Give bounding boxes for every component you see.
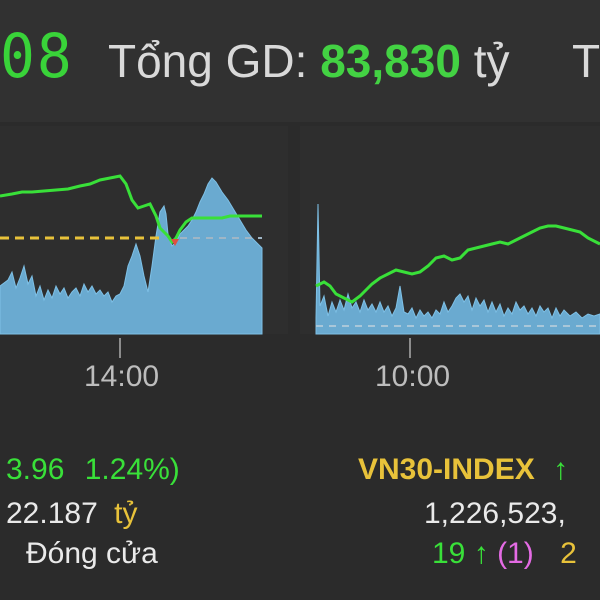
unchanged-count: 2 — [560, 537, 577, 570]
right-index-chart — [300, 126, 600, 335]
left-time-label: 14:00 — [84, 360, 160, 393]
left-time-tick — [119, 338, 121, 358]
left-volume-value: 22.187 — [6, 497, 98, 530]
right-index-up-icon: ↑ — [553, 453, 569, 486]
left-close-marker — [171, 239, 179, 246]
left-change-value: 3.96 — [6, 453, 65, 486]
cutoff-next-label: T — [572, 35, 600, 87]
advancers-up-icon: ↑ — [473, 537, 489, 570]
market-summary-header: 08 Tổng GD: 83,830 tỷ T — [0, 0, 600, 122]
total-label: Tổng GD: — [108, 35, 308, 87]
left-change-percent: 1.24%) — [84, 453, 180, 486]
right-volume-row: 1,226,523, — [424, 496, 566, 532]
total-value: 83,830 — [320, 35, 461, 87]
advancers-count: 19 — [432, 537, 466, 570]
right-volume-area — [315, 203, 600, 335]
right-index-row: VN30-INDEX ↑ — [358, 452, 568, 488]
right-index-line — [315, 224, 600, 304]
left-index-line — [0, 174, 262, 245]
total-trading-value: Tổng GD: 83,830 tỷ — [108, 36, 509, 86]
market-status: Đóng cửa — [26, 537, 158, 570]
left-index-chart — [0, 126, 288, 335]
left-status-row: Đóng cửa — [26, 536, 158, 572]
right-breadth-row: 19 ↑ (1) 2 — [432, 536, 577, 572]
right-volume-value: 1,226,523, — [424, 497, 566, 530]
right-time-tick — [409, 338, 411, 358]
left-volume-unit: tỷ — [114, 497, 138, 530]
left-volume-row: 22.187 tỷ — [6, 496, 137, 532]
right-chart-svg — [315, 203, 600, 335]
left-change-row: 3.96 1.24%) — [6, 452, 180, 488]
left-volume-area — [0, 177, 263, 335]
right-index-name: VN30-INDEX — [358, 453, 535, 486]
digital-clock-fragment: 08 — [0, 20, 74, 92]
total-unit: tỷ — [473, 35, 510, 87]
right-time-label: 10:00 — [375, 360, 451, 393]
left-chart-svg — [0, 174, 263, 335]
ceiling-count: (1) — [497, 537, 534, 570]
